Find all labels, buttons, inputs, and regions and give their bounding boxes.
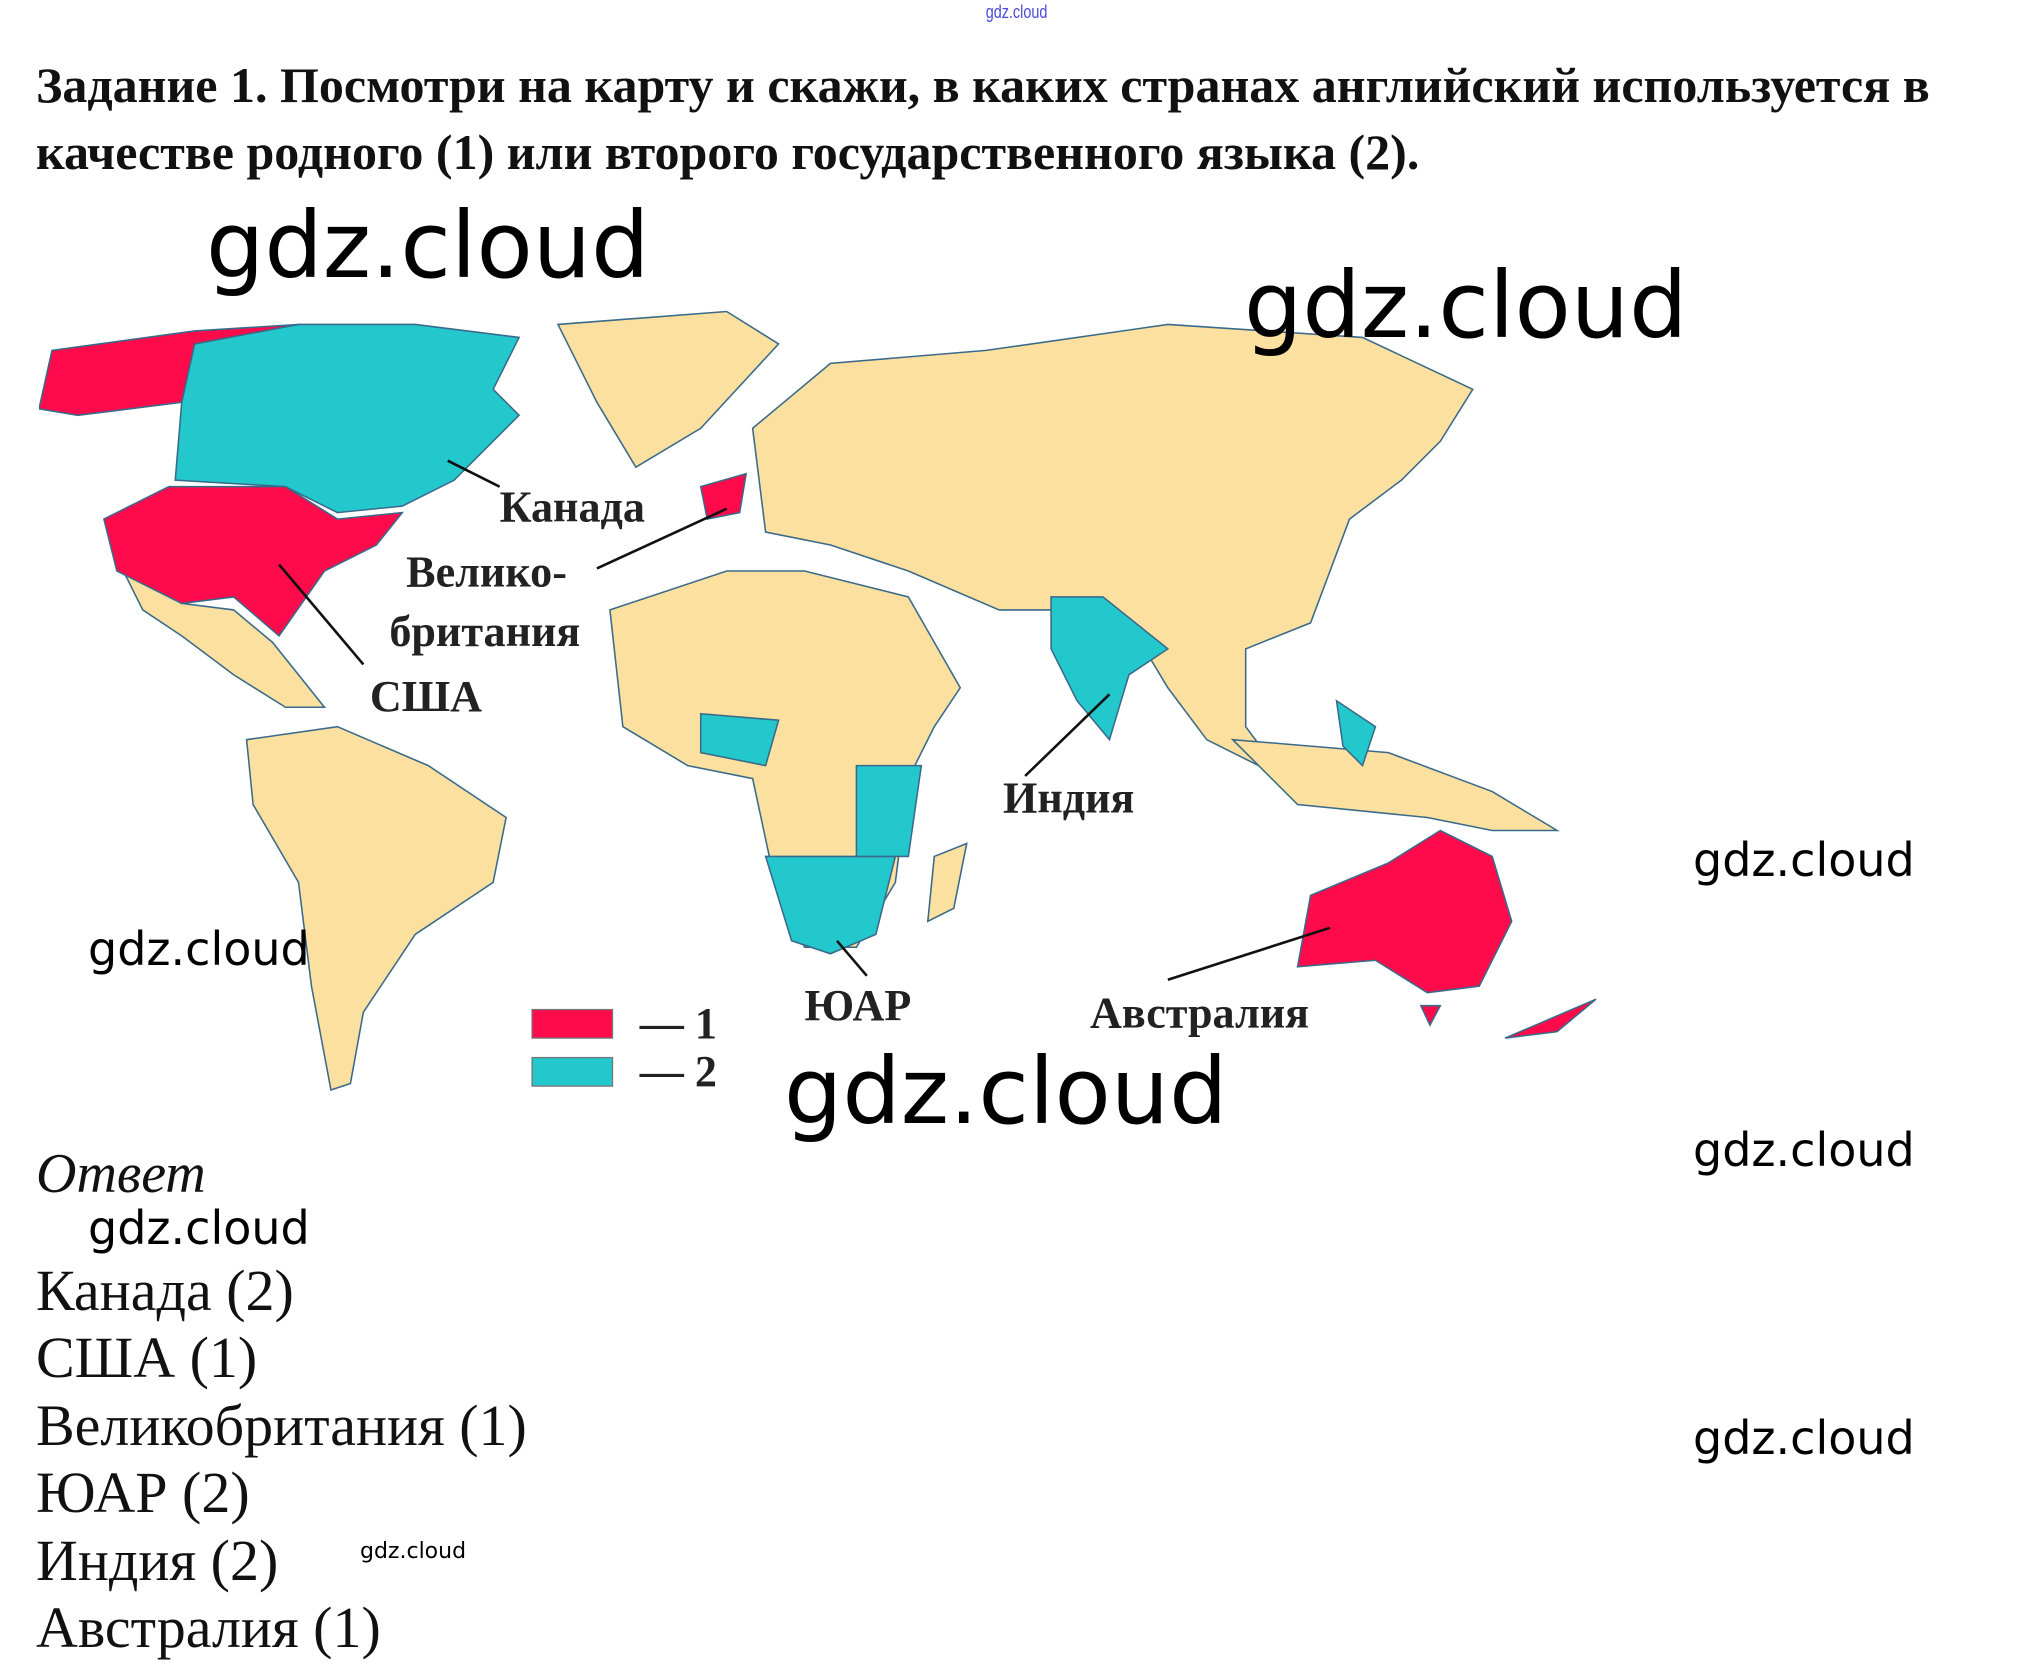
map-uk (699, 472, 748, 521)
header-watermark: gdz.cloud (985, 2, 1048, 22)
watermark: gdz.cloud (360, 1539, 467, 1564)
map-madagascar (926, 842, 968, 923)
watermark: gdz.cloud (206, 192, 650, 299)
arrow-usa (278, 563, 365, 666)
map-north-america-other (121, 569, 327, 709)
arrow-australia (1167, 926, 1331, 981)
map-se-asia-islands (1230, 738, 1560, 832)
legend-swatch-1 (531, 1008, 614, 1039)
arrow-india (1024, 693, 1111, 777)
map-greenland (556, 310, 780, 469)
answer-line: Великобритания (1) (36, 1393, 527, 1458)
watermark: gdz.cloud (1693, 833, 1915, 887)
map-tasmania (1419, 1004, 1442, 1027)
label-canada: Канада (500, 483, 645, 532)
map-canada (174, 323, 521, 514)
watermark: gdz.cloud (1244, 252, 1688, 359)
map-usa (102, 485, 405, 638)
watermark: gdz.cloud (1693, 1411, 1915, 1465)
watermark: gdz.cloud (88, 922, 310, 976)
legend-label-1: — 1 (639, 999, 717, 1048)
arrow-south-africa (835, 939, 868, 977)
map-australia (1296, 829, 1513, 994)
map-india (1050, 596, 1170, 742)
map-new-zealand (1504, 998, 1597, 1039)
legend-swatch-2 (531, 1056, 614, 1087)
label-india: Индия (1003, 773, 1134, 822)
watermark: gdz.cloud (784, 1038, 1228, 1145)
legend-label-2: — 2 (639, 1047, 717, 1096)
answer-line: Индия (2) (36, 1528, 279, 1593)
answer-line: Австралия (1) (36, 1595, 381, 1660)
answer-line: ЮАР (2) (36, 1460, 250, 1525)
map-africa-south (764, 855, 897, 955)
arrow-uk (596, 507, 728, 570)
map-africa-east (855, 764, 923, 858)
answer-line: США (1) (36, 1325, 258, 1390)
map-malaysia (1335, 699, 1377, 768)
answer-heading: Ответ (36, 1143, 206, 1205)
arrow-canada (447, 459, 501, 488)
map-south-america (245, 725, 507, 1092)
watermark: gdz.cloud (1693, 1123, 1915, 1177)
answer-line: Канада (2) (36, 1258, 294, 1323)
label-usa: США (370, 672, 482, 721)
label-australia: Австралия (1090, 989, 1309, 1038)
task-title: Задание 1. Посмотри на карту и скажи, в … (36, 57, 1930, 180)
world-map: Канада Велико- британия США Индия ЮАР Ав… (39, 310, 1597, 1096)
label-uk-1: Велико- (406, 548, 567, 597)
map-eurasia (751, 323, 1474, 780)
map-africa-west (699, 712, 780, 767)
label-uk-2: британия (389, 607, 580, 656)
watermark: gdz.cloud (88, 1201, 310, 1255)
label-south-africa: ЮАР (805, 981, 912, 1030)
